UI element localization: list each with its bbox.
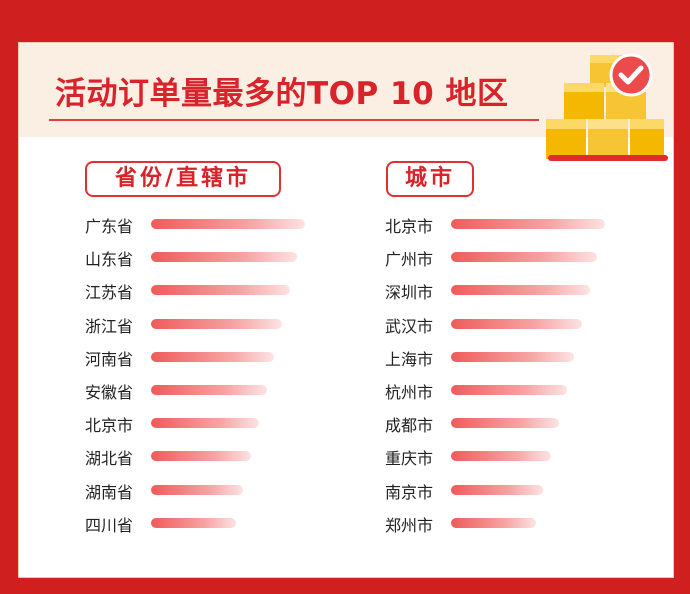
section-label-province: 省份/直辖市	[85, 161, 281, 197]
category-label: 湖南省	[85, 482, 134, 502]
title-underline	[49, 119, 539, 121]
category-label: 湖北省	[85, 449, 134, 469]
bar-mark	[451, 351, 575, 362]
category-label: 广州市	[385, 250, 434, 270]
bar-row: 湖南省	[85, 475, 385, 505]
section-label-city: 城市	[386, 161, 474, 197]
bar-mark	[151, 418, 259, 429]
bar-mark	[451, 285, 590, 296]
category-label: 北京市	[85, 416, 134, 436]
category-label: 郑州市	[385, 515, 434, 535]
category-label: 重庆市	[385, 449, 434, 469]
bar-row: 广州市	[385, 242, 685, 272]
bar-row: 南京市	[385, 475, 685, 505]
bar-row: 浙江省	[85, 309, 385, 339]
category-label: 南京市	[385, 482, 434, 502]
bar-row: 江苏省	[85, 275, 385, 305]
bar-row: 湖北省	[85, 441, 385, 471]
bar-row: 成都市	[385, 408, 685, 438]
category-label: 深圳市	[385, 283, 434, 303]
bar-mark	[151, 451, 252, 462]
category-label: 北京市	[385, 217, 434, 236]
category-label: 河南省	[85, 349, 134, 369]
category-label: 广东省	[85, 217, 134, 236]
bar-mark	[451, 418, 559, 429]
category-label: 浙江省	[85, 316, 134, 336]
category-label: 四川省	[85, 515, 134, 535]
category-label: 上海市	[385, 349, 434, 369]
bar-mark	[151, 219, 305, 229]
bar-mark	[451, 451, 552, 462]
bar-mark	[451, 318, 582, 329]
category-label: 武汉市	[385, 316, 434, 336]
bar-row: 深圳市	[385, 275, 685, 305]
check-badge-icon	[609, 53, 653, 97]
category-label: 成都市	[385, 416, 434, 436]
bar-mark	[151, 351, 275, 362]
bar-row: 广东省	[85, 209, 385, 239]
bar-row: 北京市	[85, 408, 385, 438]
category-label: 山东省	[85, 250, 134, 270]
bar-row: 上海市	[385, 342, 685, 372]
bar-mark	[151, 385, 267, 395]
bar-row: 武汉市	[385, 309, 685, 339]
category-label: 安徽省	[85, 383, 134, 402]
bar-mark	[151, 285, 290, 296]
bar-mark	[451, 219, 605, 229]
bar-row: 四川省	[85, 508, 385, 538]
bar-row: 郑州市	[385, 508, 685, 538]
category-label: 杭州市	[385, 383, 434, 402]
boxes-icon	[546, 55, 668, 161]
bar-mark	[451, 385, 567, 395]
bar-row: 重庆市	[385, 441, 685, 471]
bar-mark	[451, 252, 598, 263]
province-ranking-chart: 广东省山东省江苏省浙江省河南省安徽省北京市湖北省湖南省四川省	[85, 209, 385, 549]
city-ranking-chart: 北京市广州市深圳市武汉市上海市杭州市成都市重庆市南京市郑州市	[385, 209, 685, 549]
category-label: 江苏省	[85, 283, 134, 303]
bar-mark	[151, 484, 244, 495]
bar-mark	[151, 252, 298, 263]
bar-row: 杭州市	[385, 375, 685, 405]
bar-row: 北京市	[385, 209, 685, 239]
bar-mark	[451, 517, 536, 528]
bar-mark	[151, 318, 282, 329]
card-panel: 活动订单量最多的TOP 10 地区 省份/直辖市 城市 广东省山东省江苏省浙江省…	[18, 42, 674, 578]
bar-mark	[451, 484, 544, 495]
bar-row: 山东省	[85, 242, 385, 272]
bar-row: 安徽省	[85, 375, 385, 405]
page-title: 活动订单量最多的TOP 10 地区	[55, 76, 509, 112]
bar-row: 河南省	[85, 342, 385, 372]
bar-mark	[151, 517, 236, 528]
